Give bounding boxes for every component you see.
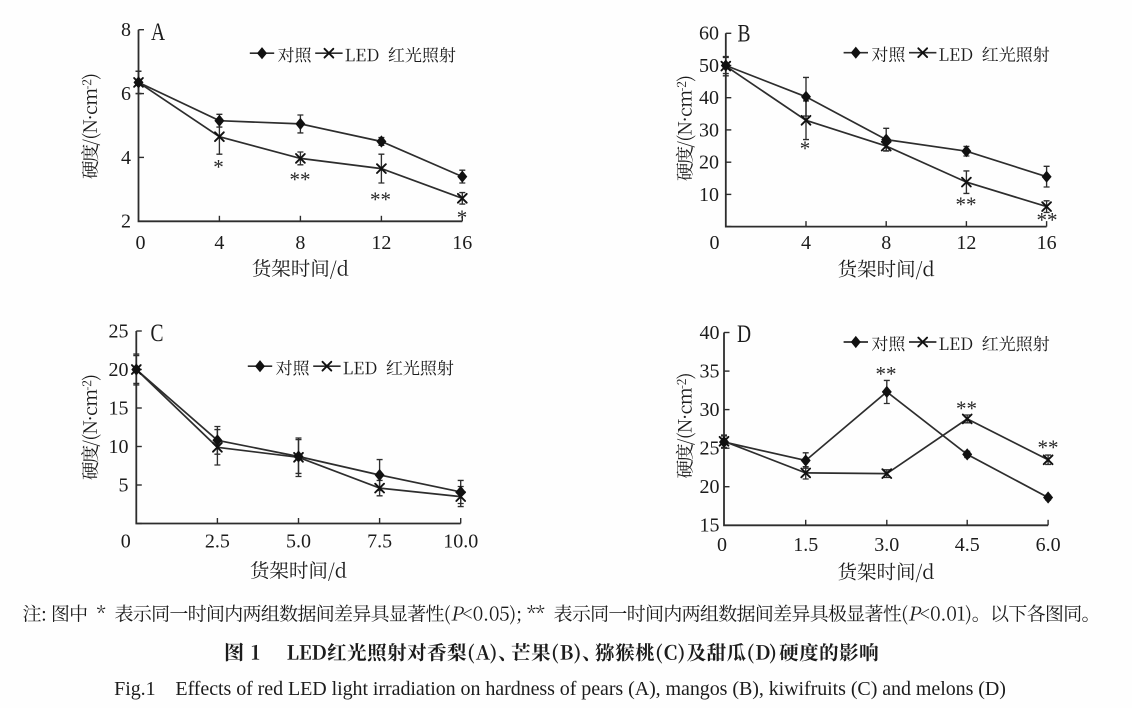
svg-text:8: 8 <box>881 232 891 254</box>
svg-text:25: 25 <box>700 438 720 460</box>
svg-text:4.5: 4.5 <box>955 534 980 556</box>
svg-text:4: 4 <box>214 232 224 254</box>
svg-text:15: 15 <box>700 515 720 537</box>
svg-text:20: 20 <box>699 152 719 174</box>
svg-text:**: ** <box>290 168 311 192</box>
svg-text:20: 20 <box>700 476 720 498</box>
svg-text:10.0: 10.0 <box>443 531 478 553</box>
svg-text:10: 10 <box>109 436 129 458</box>
svg-text:0: 0 <box>136 232 146 254</box>
svg-text:12: 12 <box>371 232 391 254</box>
svg-text:6.0: 6.0 <box>1036 534 1061 556</box>
svg-text:30: 30 <box>700 399 720 421</box>
svg-text:40: 40 <box>700 322 720 344</box>
svg-text:25: 25 <box>109 320 129 342</box>
svg-text:0: 0 <box>717 534 727 556</box>
svg-text:5: 5 <box>119 474 129 496</box>
svg-text:35: 35 <box>700 361 720 383</box>
svg-text:16: 16 <box>452 232 472 254</box>
svg-text:50: 50 <box>699 55 719 77</box>
svg-text:**: ** <box>956 193 977 217</box>
svg-text:**: ** <box>1038 436 1059 460</box>
svg-text:D: D <box>737 320 751 348</box>
svg-text:B: B <box>738 19 751 47</box>
svg-text:0: 0 <box>710 232 720 254</box>
svg-text:4: 4 <box>801 232 811 254</box>
svg-text:40: 40 <box>699 87 719 109</box>
svg-text:4: 4 <box>121 147 131 169</box>
svg-text:*: * <box>457 206 468 230</box>
svg-text:3.0: 3.0 <box>874 534 899 556</box>
svg-text:5.0: 5.0 <box>286 531 311 553</box>
svg-text:**: ** <box>370 188 391 212</box>
svg-text:2.5: 2.5 <box>205 531 230 553</box>
svg-text:2: 2 <box>121 211 131 233</box>
svg-text:8: 8 <box>121 19 131 41</box>
svg-text:**: ** <box>876 362 897 386</box>
svg-text:16: 16 <box>1037 232 1057 254</box>
svg-text:20: 20 <box>109 359 129 381</box>
svg-text:*: * <box>800 137 811 161</box>
svg-text:60: 60 <box>699 23 719 45</box>
svg-text:C: C <box>151 319 164 347</box>
svg-text:8: 8 <box>295 232 305 254</box>
svg-text:**: ** <box>1037 208 1058 232</box>
svg-text:**: ** <box>956 397 977 421</box>
svg-text:A: A <box>151 18 166 46</box>
svg-text:1.5: 1.5 <box>793 534 818 556</box>
svg-text:10: 10 <box>699 184 719 206</box>
svg-text:6: 6 <box>121 83 131 105</box>
svg-text:*: * <box>213 155 224 179</box>
svg-text:12: 12 <box>956 232 976 254</box>
svg-text:Fig.1 Effects of red LED ligh: Fig.1 Effects of red LED light irradiati… <box>114 678 1006 700</box>
svg-text:7.5: 7.5 <box>367 531 392 553</box>
svg-text:15: 15 <box>109 397 129 419</box>
svg-text:0: 0 <box>121 531 131 553</box>
svg-text:30: 30 <box>699 119 719 141</box>
